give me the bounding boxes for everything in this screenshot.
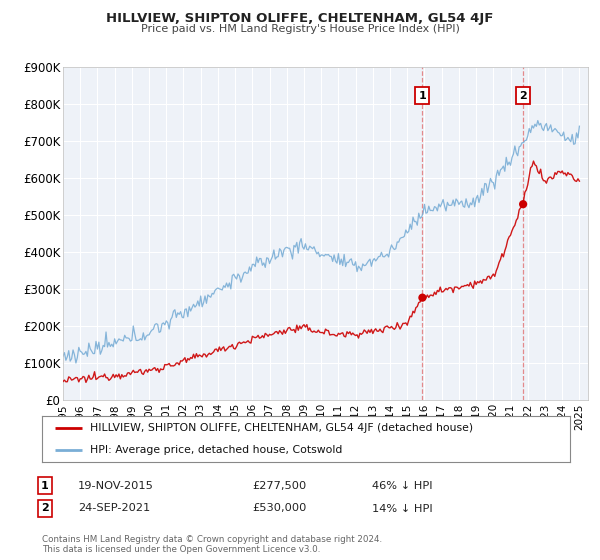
- Text: 2: 2: [41, 503, 49, 514]
- Text: HPI: Average price, detached house, Cotswold: HPI: Average price, detached house, Cots…: [89, 445, 342, 455]
- Text: 24-SEP-2021: 24-SEP-2021: [78, 503, 150, 514]
- Text: 19-NOV-2015: 19-NOV-2015: [78, 480, 154, 491]
- Text: £530,000: £530,000: [252, 503, 307, 514]
- Text: £277,500: £277,500: [252, 480, 306, 491]
- Text: Price paid vs. HM Land Registry's House Price Index (HPI): Price paid vs. HM Land Registry's House …: [140, 24, 460, 34]
- Text: 1: 1: [41, 480, 49, 491]
- Point: [418, 293, 427, 302]
- Text: 1: 1: [419, 91, 426, 101]
- Text: 46% ↓ HPI: 46% ↓ HPI: [372, 480, 433, 491]
- Text: HILLVIEW, SHIPTON OLIFFE, CHELTENHAM, GL54 4JF (detached house): HILLVIEW, SHIPTON OLIFFE, CHELTENHAM, GL…: [89, 423, 473, 433]
- Text: 14% ↓ HPI: 14% ↓ HPI: [372, 503, 433, 514]
- Text: Contains HM Land Registry data © Crown copyright and database right 2024.
This d: Contains HM Land Registry data © Crown c…: [42, 535, 382, 554]
- Point: [518, 200, 528, 209]
- Text: HILLVIEW, SHIPTON OLIFFE, CHELTENHAM, GL54 4JF: HILLVIEW, SHIPTON OLIFFE, CHELTENHAM, GL…: [106, 12, 494, 25]
- Text: 2: 2: [519, 91, 527, 101]
